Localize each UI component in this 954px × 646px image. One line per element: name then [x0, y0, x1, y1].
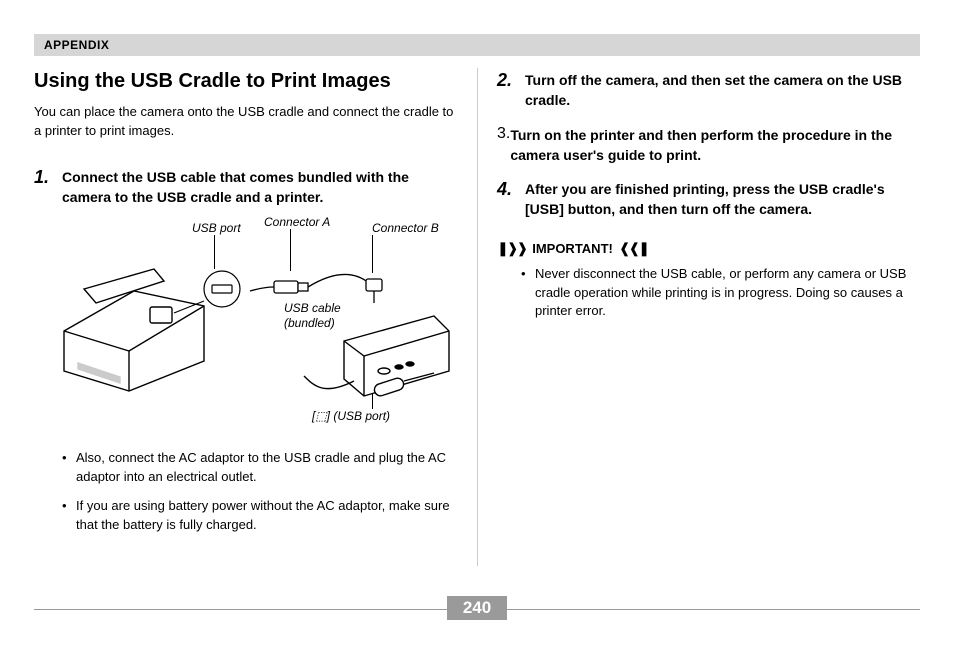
note-item: If you are using battery power without t…	[62, 497, 457, 535]
note-item: Also, connect the AC adaptor to the USB …	[62, 449, 457, 487]
step-1: 1. Connect the USB cable that comes bund…	[34, 167, 457, 208]
important-label: IMPORTANT!	[532, 241, 613, 256]
page-title: Using the USB Cradle to Print Images	[34, 70, 457, 93]
page-root: APPENDIX Using the USB Cradle to Print I…	[0, 0, 954, 646]
page-number: 240	[447, 596, 507, 620]
step-3: 3. Turn on the printer and then perform …	[497, 125, 920, 166]
step-text: Connect the USB cable that comes bundled…	[62, 167, 457, 208]
step-text: Turn off the camera, and then set the ca…	[525, 70, 920, 111]
step-number: 1.	[34, 167, 62, 208]
step-4: 4. After you are finished printing, pres…	[497, 179, 920, 220]
right-column: 2. Turn off the camera, and then set the…	[497, 70, 920, 545]
column-divider	[477, 68, 478, 566]
section-header-text: APPENDIX	[44, 38, 109, 52]
chevron-left-icon: ❰❰❚	[619, 240, 648, 257]
step-text: Turn on the printer and then perform the…	[510, 125, 920, 166]
chevron-right-icon: ❚❱❱	[497, 240, 526, 257]
connection-diagram: USB port Connector A Connector B USB cab…	[54, 221, 454, 431]
step-number: 3.	[497, 125, 510, 166]
important-notes: Never disconnect the USB cable, or perfo…	[497, 265, 920, 322]
footer: 240	[34, 595, 920, 620]
step1-notes: Also, connect the AC adaptor to the USB …	[34, 449, 457, 534]
step-2: 2. Turn off the camera, and then set the…	[497, 70, 920, 111]
label-connector-a: Connector A	[264, 215, 330, 229]
important-heading: ❚❱❱ IMPORTANT! ❰❰❚	[497, 240, 920, 257]
step-number: 2.	[497, 70, 525, 111]
important-note-item: Never disconnect the USB cable, or perfo…	[521, 265, 920, 322]
step-text: After you are finished printing, press t…	[525, 179, 920, 220]
intro-text: You can place the camera onto the USB cr…	[34, 103, 457, 141]
section-header-bar: APPENDIX	[34, 34, 920, 56]
step-number: 4.	[497, 179, 525, 220]
diagram-svg	[54, 231, 454, 421]
left-column: Using the USB Cradle to Print Images You…	[34, 70, 457, 545]
